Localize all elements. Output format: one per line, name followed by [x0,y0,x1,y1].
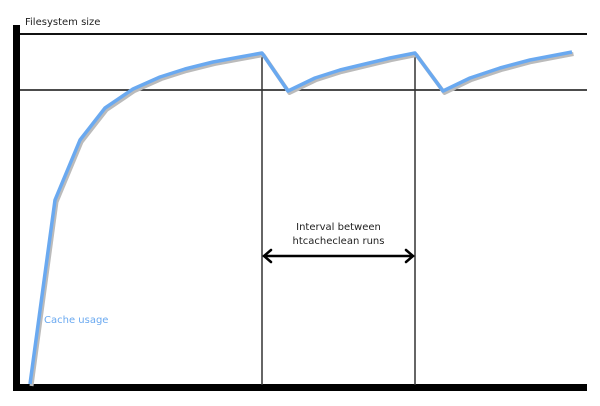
cache-usage-label: Cache usage [44,315,109,326]
y-axis-label: Filesystem size [25,17,101,28]
interval-label-line1: Interval between [296,222,381,233]
cache-usage-curve-shadow [29,52,574,387]
interval-label-line2: htcacheclean runs [292,236,385,247]
interval-arrow [262,248,415,264]
y-axis [13,25,20,391]
cache-usage-curve [28,50,573,385]
x-axis [13,384,587,391]
